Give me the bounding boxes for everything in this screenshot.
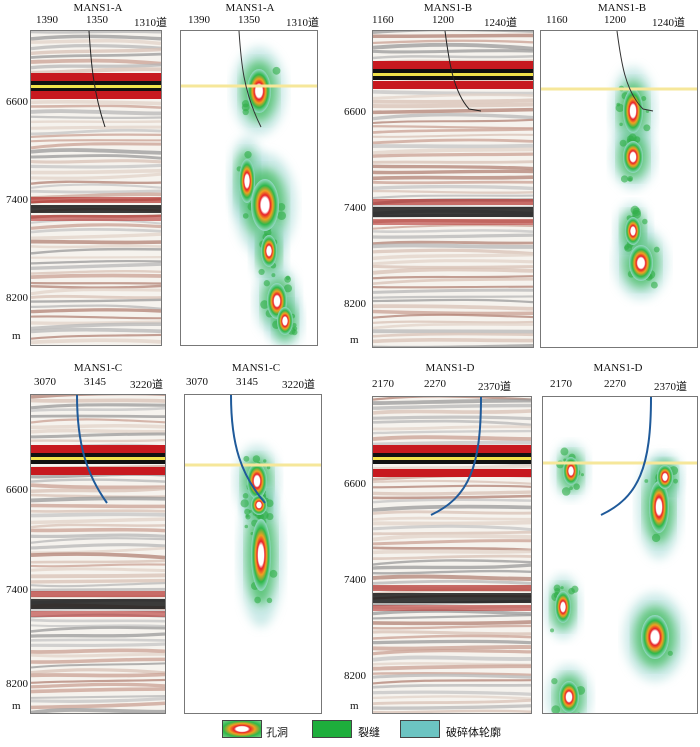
panel-d-seismic-tick-3: 2370道 bbox=[478, 381, 511, 393]
seismic-traces bbox=[31, 395, 165, 713]
panel-d-attribute-section bbox=[542, 396, 698, 714]
seismic-traces bbox=[31, 31, 161, 345]
panel-d-depth-unit: m bbox=[350, 700, 359, 712]
panel-b-attribute-tick-3: 1240道 bbox=[652, 17, 685, 29]
panel-c-seismic-tick-1: 3070 bbox=[34, 376, 56, 388]
panel-b-depth-8200: 8200 bbox=[344, 298, 366, 310]
panel-d-seismic-title: MANS1-D bbox=[425, 362, 475, 374]
panel-c-attribute-tick-3: 3220道 bbox=[282, 379, 315, 391]
panel-d-seismic-tick-2: 2270 bbox=[424, 378, 446, 390]
panel-c-attribute-tick-1: 3070 bbox=[186, 376, 208, 388]
attribute-map bbox=[181, 31, 317, 345]
panel-a-depth-unit: m bbox=[12, 330, 21, 342]
panel-c-seismic-tick-2: 3145 bbox=[84, 376, 106, 388]
panel-b-seismic-section bbox=[372, 30, 534, 348]
panel-b-attribute-title: MANS1-B bbox=[597, 2, 647, 14]
panel-a-seismic-tick-3: 1310道 bbox=[134, 17, 167, 29]
panel-c-depth-7400: 7400 bbox=[6, 584, 28, 596]
panel-a-attribute-section bbox=[180, 30, 318, 346]
panel-a-depth-8200: 8200 bbox=[6, 292, 28, 304]
panel-b-seismic-title: MANS1-B bbox=[423, 2, 473, 14]
panel-c-attribute-title: MANS1-C bbox=[231, 362, 281, 374]
panel-a-seismic-section bbox=[30, 30, 162, 346]
panel-a-seismic-tick-2: 1350 bbox=[86, 14, 108, 26]
legend-cave-swatch bbox=[222, 720, 262, 738]
panel-b-attribute-section bbox=[540, 30, 698, 348]
panel-d-attribute-tick-1: 2170 bbox=[550, 378, 572, 390]
panel-c-seismic-title: MANS1-C bbox=[73, 362, 123, 374]
seismic-traces bbox=[373, 31, 533, 347]
panel-a-attribute-tick-2: 1350 bbox=[238, 14, 260, 26]
panel-b-seismic-tick-1: 1160 bbox=[372, 14, 394, 26]
panel-d-depth-6600: 6600 bbox=[344, 478, 366, 490]
attribute-map bbox=[185, 395, 321, 627]
panel-c-depth-unit: m bbox=[12, 700, 21, 712]
panel-c-attribute-tick-2: 3145 bbox=[236, 376, 258, 388]
panel-a-attribute-title: MANS1-A bbox=[225, 2, 275, 14]
legend-cave-label: 孔洞 bbox=[266, 726, 288, 739]
panel-b-depth-unit: m bbox=[350, 334, 359, 346]
panel-a-depth-6600: 6600 bbox=[6, 96, 28, 108]
panel-a-depth-7400: 7400 bbox=[6, 194, 28, 206]
panel-c-seismic-section bbox=[30, 394, 166, 714]
seismic-traces bbox=[373, 397, 531, 713]
legend-fracture-swatch bbox=[312, 720, 352, 738]
panel-b-attribute-tick-1: 1160 bbox=[546, 14, 568, 26]
panel-d-attribute-tick-3: 2370道 bbox=[654, 381, 687, 393]
panel-d-depth-7400: 7400 bbox=[344, 574, 366, 586]
panel-d-attribute-title: MANS1-D bbox=[593, 362, 643, 374]
panel-b-depth-7400: 7400 bbox=[344, 202, 366, 214]
legend-fracture-label: 裂缝 bbox=[358, 726, 380, 739]
panel-c-seismic-tick-3: 3220道 bbox=[130, 379, 163, 391]
panel-a-seismic-title: MANS1-A bbox=[73, 2, 123, 14]
panel-d-seismic-section bbox=[372, 396, 532, 714]
panel-a-attribute-tick-1: 1390 bbox=[188, 14, 210, 26]
legend-outline-swatch bbox=[400, 720, 440, 738]
panel-c-depth-8200: 8200 bbox=[6, 678, 28, 690]
panel-a-attribute-tick-3: 1310道 bbox=[286, 17, 319, 29]
panel-c-depth-6600: 6600 bbox=[6, 484, 28, 496]
panel-d-attribute-tick-2: 2270 bbox=[604, 378, 626, 390]
panel-b-seismic-tick-3: 1240道 bbox=[484, 17, 517, 29]
panel-c-attribute-section bbox=[184, 394, 322, 714]
panel-d-depth-8200: 8200 bbox=[344, 670, 366, 682]
panel-a-seismic-tick-1: 1390 bbox=[36, 14, 58, 26]
panel-d-seismic-tick-1: 2170 bbox=[372, 378, 394, 390]
attribute-map bbox=[543, 397, 697, 713]
attribute-map bbox=[541, 31, 697, 299]
panel-b-depth-6600: 6600 bbox=[344, 106, 366, 118]
legend-outline-label: 破碎体轮廓 bbox=[446, 726, 501, 739]
panel-b-attribute-tick-2: 1200 bbox=[604, 14, 626, 26]
legend: 孔洞 裂缝 破碎体轮廓 bbox=[0, 720, 700, 746]
panel-b-seismic-tick-2: 1200 bbox=[432, 14, 454, 26]
